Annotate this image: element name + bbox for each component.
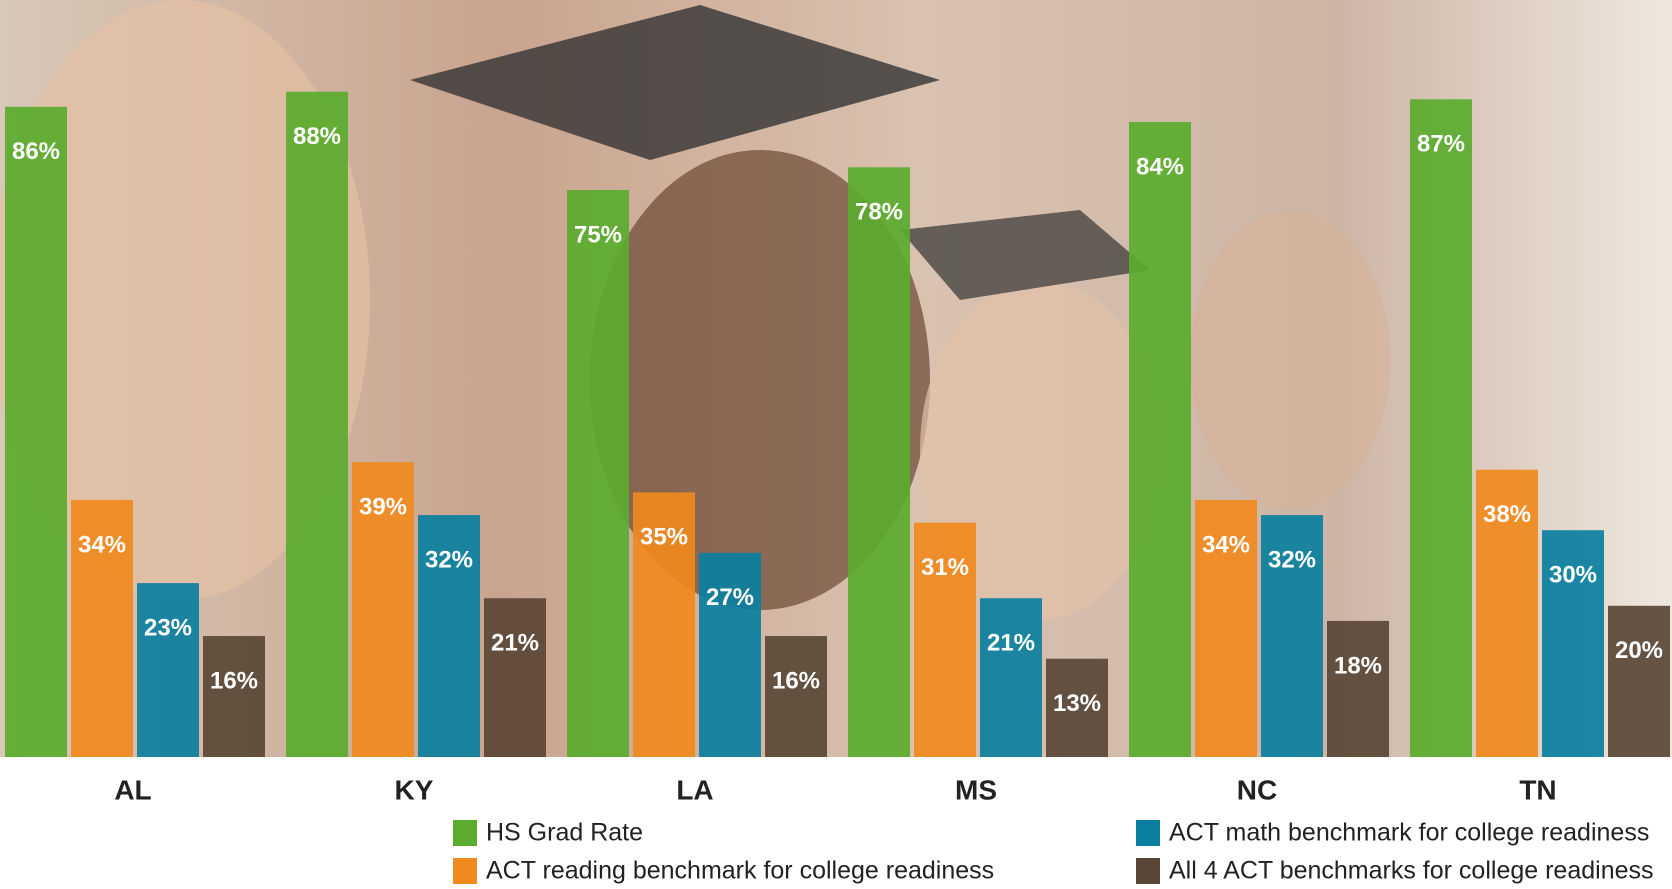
bar xyxy=(5,107,67,757)
x-tick-label: KY xyxy=(395,774,434,805)
bar xyxy=(848,167,910,757)
value-label: 18% xyxy=(1334,652,1382,679)
value-label: 16% xyxy=(772,667,820,694)
chart: 86% 34% 23% 16% AL 88% 39% 32% 21% KY 75% 35% 27% 16%… xyxy=(0,0,1672,889)
value-label: 86% xyxy=(12,138,60,165)
legend-label: ACT reading benchmark for college readin… xyxy=(486,857,994,885)
photo-face xyxy=(1190,210,1390,510)
value-label: 32% xyxy=(425,546,473,573)
bar xyxy=(1129,122,1191,757)
x-tick-label: LA xyxy=(676,774,713,805)
x-tick-label: NC xyxy=(1237,774,1277,805)
bar xyxy=(286,92,348,757)
bar xyxy=(980,598,1042,757)
value-label: 35% xyxy=(640,524,688,551)
value-label: 21% xyxy=(987,630,1035,657)
value-label: 16% xyxy=(210,667,258,694)
bar xyxy=(765,636,827,757)
bar xyxy=(137,583,199,757)
value-label: 84% xyxy=(1136,153,1184,180)
legend-label: ACT math benchmark for college readiness xyxy=(1169,819,1649,847)
value-label: 31% xyxy=(921,554,969,581)
bar xyxy=(567,190,629,757)
bar xyxy=(1608,606,1670,757)
legend-label: HS Grad Rate xyxy=(486,819,643,847)
value-label: 30% xyxy=(1549,562,1597,589)
value-label: 20% xyxy=(1615,637,1663,664)
legend-swatch xyxy=(1136,858,1160,884)
value-label: 38% xyxy=(1483,501,1531,528)
legend-label: All 4 ACT benchmarks for college readine… xyxy=(1169,857,1654,885)
x-tick-label: AL xyxy=(114,774,151,805)
value-label: 13% xyxy=(1053,690,1101,717)
value-label: 23% xyxy=(144,614,192,641)
value-label: 21% xyxy=(491,630,539,657)
value-label: 78% xyxy=(855,199,903,226)
legend-swatch xyxy=(1136,820,1160,846)
value-label: 88% xyxy=(293,123,341,150)
value-label: 34% xyxy=(1202,531,1250,558)
page: 86% 34% 23% 16% AL 88% 39% 32% 21% KY 75% 35% 27% 16%… xyxy=(0,0,1672,889)
value-label: 87% xyxy=(1417,131,1465,158)
x-tick-label: TN xyxy=(1519,774,1556,805)
value-label: 27% xyxy=(706,584,754,611)
bar xyxy=(1410,99,1472,757)
bar xyxy=(203,636,265,757)
bar xyxy=(1327,621,1389,757)
x-tick-label: MS xyxy=(955,774,997,805)
value-label: 32% xyxy=(1268,546,1316,573)
bar xyxy=(484,598,546,757)
value-label: 39% xyxy=(359,494,407,521)
value-label: 75% xyxy=(574,221,622,248)
value-label: 34% xyxy=(78,531,126,558)
legend-swatch xyxy=(453,820,477,846)
legend-swatch xyxy=(453,858,477,884)
